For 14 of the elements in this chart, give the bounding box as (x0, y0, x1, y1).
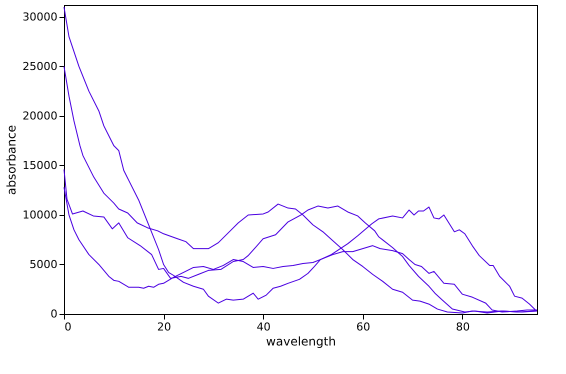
y-tick-label: 15000 (22, 158, 58, 172)
y-tick-label: 20000 (22, 109, 58, 122)
y-tick-label: 10000 (22, 208, 58, 222)
y-tick-label: 5000 (30, 258, 58, 271)
y-tick-label: 25000 (22, 60, 58, 73)
y-axis-title: absorbance (4, 124, 19, 196)
x-axis-title: wavelength (266, 334, 336, 348)
x-tick-label: 40 (256, 320, 271, 334)
x-tick-label: 80 (456, 320, 470, 334)
x-tick-label: 20 (157, 320, 172, 334)
x-tick-label: 60 (356, 320, 370, 334)
x-tick-label: 0 (64, 320, 72, 334)
y-tick-label: 0 (50, 308, 58, 320)
y-tick-label: 30000 (22, 10, 58, 24)
